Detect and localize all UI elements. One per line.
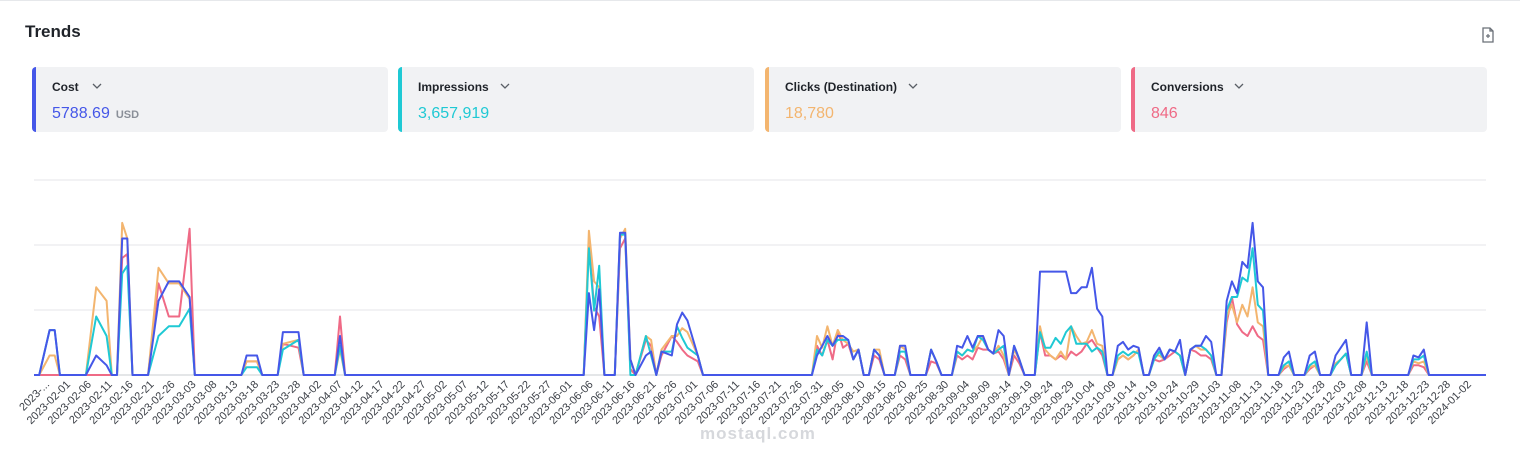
metric-unit: USD [115, 109, 140, 121]
metric-label: Clicks (Destination) [785, 80, 898, 94]
page-title: Trends [25, 22, 81, 41]
chevron-down-icon[interactable] [908, 82, 918, 90]
metric-card-clicks-destination[interactable]: Clicks (Destination) 18,780 [765, 67, 1121, 132]
metric-value: 5788.69 USD [52, 105, 139, 123]
metric-card-cost[interactable]: Cost 5788.69 USD [32, 67, 388, 132]
series-line-impressions [34, 233, 1486, 376]
metric-value: 846 [1151, 105, 1178, 123]
metric-label: Cost [52, 80, 79, 94]
series-line-conversions [34, 227, 1486, 376]
metric-number: 5788.69 [52, 105, 110, 122]
metric-label: Impressions [418, 80, 489, 94]
chevron-down-icon[interactable] [500, 82, 510, 90]
metric-value: 3,657,919 [418, 105, 489, 123]
metric-value: 18,780 [785, 105, 834, 123]
chevron-down-icon[interactable] [92, 82, 102, 90]
watermark-text: mostaql.com [700, 424, 816, 443]
metric-card-conversions[interactable]: Conversions 846 [1131, 67, 1487, 132]
metric-card-impressions[interactable]: Impressions 3,657,919 [398, 67, 754, 132]
top-border [0, 0, 1520, 1]
metric-number: 18,780 [785, 105, 834, 122]
metric-number: 3,657,919 [418, 105, 490, 122]
metric-label: Conversions [1151, 80, 1224, 94]
series-line-clicks-destination [34, 221, 1486, 376]
series-line-cost [34, 221, 1486, 376]
metric-number: 846 [1151, 105, 1178, 122]
chevron-down-icon[interactable] [1234, 82, 1244, 90]
export-file-icon[interactable] [1481, 27, 1495, 43]
